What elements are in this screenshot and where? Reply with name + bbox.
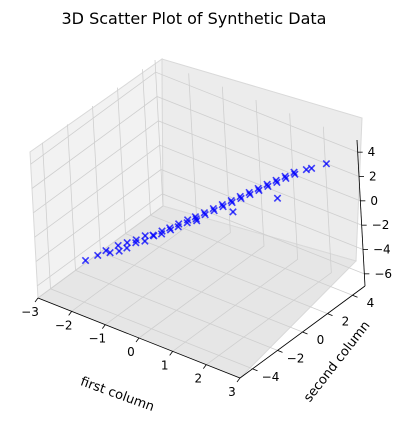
tick-labels: −3 −2 −1 0 1 2 3 −4 −2 0 2 4 −6 −4 −2 0 2 4 (21, 145, 392, 399)
y-tick-mark (352, 294, 358, 298)
scatter-point (307, 164, 316, 173)
x-tick-label: −3 (21, 305, 39, 319)
gridline-z (37, 193, 365, 287)
y-tick-label: −2 (287, 351, 305, 365)
scatter-point (102, 246, 110, 255)
scatter-point (132, 238, 140, 247)
scatter-point (192, 214, 200, 223)
gridline-z (31, 96, 360, 189)
scatter-point (273, 178, 281, 187)
gridline-x (206, 126, 332, 365)
scatter-point (115, 247, 123, 255)
gridline-z (35, 169, 364, 262)
scatter-point (174, 223, 183, 231)
scatter-point (123, 244, 131, 252)
scatter-point (229, 208, 237, 216)
gridline-x (37, 59, 164, 299)
scatter-point (166, 226, 175, 234)
scatter-point (263, 180, 271, 189)
x-tick-label: −1 (88, 332, 106, 346)
z-tick-label: −2 (372, 218, 390, 232)
gridline-y (67, 124, 278, 351)
gridline-x (105, 86, 231, 325)
scatter-point (157, 230, 166, 238)
y-tick-mark (302, 331, 308, 335)
z-tick-label: −4 (373, 243, 391, 257)
scatter-point (273, 194, 282, 203)
scatter-point (150, 232, 158, 240)
scatter-point (209, 204, 218, 213)
y-tick-mark (252, 368, 258, 372)
scatter-point (210, 206, 218, 215)
scatter-point (227, 196, 236, 205)
z-tick-label: 2 (369, 170, 377, 184)
x-tick-label: 0 (127, 345, 135, 359)
scatter-point (81, 256, 90, 265)
y-tick-label: 4 (367, 296, 375, 310)
scatter-point (281, 172, 289, 181)
z-tick-label: 4 (368, 145, 376, 159)
scatter-point (290, 168, 298, 177)
y-tick-label: −4 (262, 370, 280, 384)
scatter-point (165, 224, 174, 232)
scatter-point (291, 170, 299, 179)
gridline-z (30, 71, 358, 165)
scatter-point (93, 251, 102, 260)
z-axis-line (356, 139, 366, 287)
gridline-y (42, 142, 253, 370)
scatter-point (254, 184, 262, 193)
gridline-x (172, 113, 299, 352)
scatter-point (322, 160, 331, 168)
x-tick-mark (135, 337, 140, 343)
scatter-point (228, 198, 236, 207)
scatter-point (106, 248, 114, 257)
scatter-point (272, 176, 280, 185)
scatter-point (237, 194, 245, 203)
scatter-point (245, 188, 253, 197)
x-axis-label: first column (78, 374, 156, 415)
gridline-y (142, 69, 353, 296)
x-tick-mark (169, 351, 173, 356)
scatter-point (200, 208, 209, 217)
scatter-point (183, 218, 191, 227)
x-tick-label: −2 (55, 318, 73, 332)
scatter-point (219, 202, 227, 211)
x-tick-mark (34, 297, 39, 303)
gridline-x (138, 99, 265, 339)
scatter-point (264, 182, 272, 191)
scatter-point (246, 190, 254, 199)
x-tick-mark (102, 324, 106, 329)
scatter-point (282, 174, 290, 183)
gridline-z (34, 144, 362, 238)
scatter-point (141, 237, 149, 245)
z-tick-label: 0 (370, 194, 378, 208)
y-axis-label: second column (301, 318, 373, 405)
scatter-point (236, 192, 244, 201)
y-tick-mark (327, 313, 333, 316)
scatter-point (114, 241, 122, 250)
x-tick-mark (236, 377, 241, 383)
scatter-point (302, 165, 311, 174)
x-tick-mark (203, 364, 207, 369)
y-tick-label: 0 (317, 333, 325, 347)
scatter-point (192, 216, 201, 225)
scatter-point (218, 200, 227, 209)
scatter-point (201, 210, 209, 219)
z-tick-label: −6 (374, 267, 392, 281)
scatter-point (255, 186, 263, 195)
data-points (81, 160, 331, 265)
chart-title: 3D Scatter Plot of Synthetic Data (62, 9, 327, 28)
x-tick-label: 2 (195, 372, 203, 386)
x-tick-label: 1 (161, 358, 169, 372)
y-tick-mark (277, 350, 283, 353)
x-tick-mark (68, 311, 72, 316)
x-tick-label: 3 (228, 385, 236, 399)
y-tick-label: 2 (342, 315, 350, 329)
gridline-y (117, 87, 328, 314)
